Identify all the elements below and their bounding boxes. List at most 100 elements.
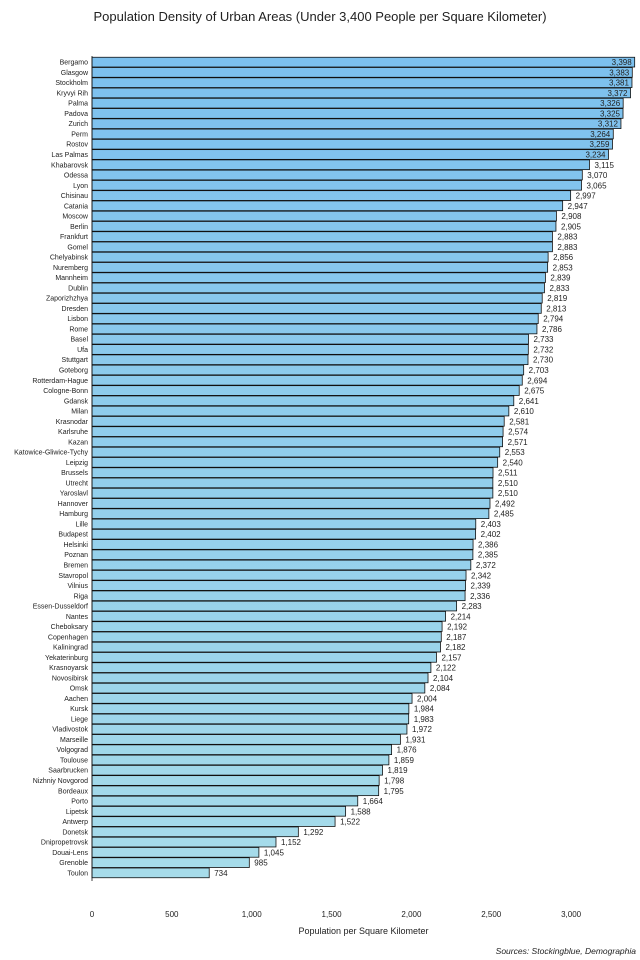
value-label-padova: 3,325 <box>600 109 621 118</box>
category-label-moscow: Moscow <box>62 214 89 221</box>
x-tick-label-1000: 1,000 <box>242 910 263 919</box>
value-label-vilnius: 2,339 <box>471 582 492 591</box>
x-axis-label: Population per Square Kilometer <box>298 926 429 936</box>
bar-bordeaux <box>91 785 380 797</box>
value-label-milan: 2,610 <box>514 407 535 416</box>
value-label-nuremberg: 2,853 <box>553 263 574 272</box>
bar-bremen <box>91 559 472 571</box>
category-label-budapest: Budapest <box>58 532 88 539</box>
bar-khabarovsk <box>91 159 590 171</box>
bar-krasnodar <box>91 416 505 427</box>
bar-stuttgart <box>91 354 529 366</box>
bar-rome <box>91 323 538 335</box>
bar-gomel <box>91 241 553 253</box>
category-label-grenoble: Grenoble <box>59 860 88 867</box>
bar-ufa <box>91 344 529 355</box>
category-label-helsinki: Helsinki <box>63 542 88 549</box>
category-label-zurich: Zurich <box>69 121 89 128</box>
category-label-yaroslavl: Yaroslavl <box>60 491 89 498</box>
category-label-khabarovsk: Khabarovsk <box>51 162 88 169</box>
category-label-saarbrucken: Saarbrucken <box>48 768 88 775</box>
bar-toulouse <box>91 754 390 766</box>
bar-las-palmas <box>91 149 609 160</box>
value-label-cologne-bonn: 2,675 <box>524 387 545 396</box>
category-label-riga: Riga <box>74 593 89 600</box>
category-label-basel: Basel <box>70 337 88 344</box>
bar-rostov <box>91 138 613 150</box>
bar-saarbrucken <box>91 764 383 776</box>
bar-grenoble <box>91 857 250 868</box>
bar-kazan <box>91 436 504 448</box>
category-label-krasnodar: Krasnodar <box>56 419 89 426</box>
category-label-rotterdam-hague: Rotterdam-Hague <box>32 378 88 385</box>
bar-krasnoyarsk <box>91 662 432 673</box>
value-label-chisinau: 2,997 <box>576 192 597 201</box>
x-tick-label-500: 500 <box>165 910 179 919</box>
bar-berlin <box>91 221 557 232</box>
bar-odessa <box>91 169 583 181</box>
category-label-kaliningrad: Kaliningrad <box>53 645 88 652</box>
value-label-odessa: 3,070 <box>587 171 608 180</box>
category-label-goteborg: Goteborg <box>59 368 88 375</box>
bars-layer <box>91 56 636 879</box>
value-label-rostov: 3,259 <box>589 140 610 149</box>
category-label-omsk: Omsk <box>70 686 89 693</box>
category-label-donetsk: Donetsk <box>62 829 88 836</box>
bar-lille <box>91 518 477 530</box>
bar-padova <box>91 108 624 119</box>
category-label-antwerp: Antwerp <box>62 819 88 826</box>
bar-gdansk <box>91 395 515 407</box>
value-label-lyon: 3,065 <box>587 181 608 190</box>
value-label-cheboksary: 2,192 <box>447 623 468 632</box>
value-label-perm: 3,264 <box>590 130 611 139</box>
category-label-kazan: Kazan <box>68 439 88 446</box>
bar-yekaterinburg <box>91 652 437 663</box>
value-label-krasnodar: 2,581 <box>509 417 530 426</box>
bar-cheboksary <box>91 621 443 632</box>
value-label-stavropol: 2,342 <box>471 571 492 580</box>
category-label-gomel: Gomel <box>67 244 88 251</box>
category-label-aachen: Aachen <box>64 696 88 703</box>
category-label-toulouse: Toulouse <box>60 757 88 764</box>
value-label-glasgow: 3,383 <box>609 68 630 77</box>
bar-basel <box>91 333 529 345</box>
category-label-odessa: Odessa <box>64 173 88 180</box>
category-label-lisbon: Lisbon <box>67 316 88 323</box>
category-label-douai-lens: Douai-Lens <box>52 850 88 857</box>
x-tick-label-2500: 2,500 <box>481 910 502 919</box>
bar-essen-dusseldorf <box>91 600 458 612</box>
category-label-nizhniy-novgorod: Nizhniy Novgorod <box>33 778 88 785</box>
value-label-budapest: 2,402 <box>481 530 502 539</box>
bar-stavropol <box>91 569 467 581</box>
bar-helsinki <box>91 539 474 550</box>
bar-nizhniy-novgorod <box>91 775 380 786</box>
category-label-dresden: Dresden <box>62 306 89 313</box>
value-label-krasnoyarsk: 2,122 <box>436 664 457 673</box>
value-label-goteborg: 2,703 <box>529 366 550 375</box>
category-label-catania: Catania <box>64 203 88 210</box>
labels-layer: Bergamo 3,398 Glasgow 3,383 Stockholm 3,381 Kr… <box>14 58 632 878</box>
value-label-leipzig: 2,540 <box>503 458 524 467</box>
value-label-zurich: 3,312 <box>598 120 619 129</box>
category-label-bordeaux: Bordeaux <box>58 788 88 795</box>
bar-vilnius <box>91 580 466 591</box>
bar-stockholm <box>91 77 633 88</box>
category-label-chisinau: Chisinau <box>61 193 88 200</box>
bar-omsk <box>91 682 426 694</box>
category-label-stuttgart: Stuttgart <box>62 357 89 364</box>
bar-marseille <box>91 734 401 745</box>
value-label-berlin: 2,905 <box>561 222 582 231</box>
category-label-utrecht: Utrecht <box>65 480 88 487</box>
category-label-mannheim: Mannheim <box>55 275 88 282</box>
source-note: Sources: Stockingblue, Demographia <box>495 946 636 956</box>
chart-title: Population Density of Urban Areas (Under… <box>93 9 547 24</box>
value-label-bremen: 2,372 <box>476 561 497 570</box>
value-label-hannover: 2,492 <box>495 499 516 508</box>
bar-hannover <box>91 498 491 509</box>
bar-bergamo <box>91 56 636 68</box>
value-label-katowice-gliwice-tychy: 2,553 <box>505 448 526 457</box>
category-label-krasnoyarsk: Krasnoyarsk <box>49 665 88 672</box>
bar-katowice-gliwice-tychy <box>91 446 501 458</box>
value-label-copenhagen: 2,187 <box>446 633 467 642</box>
value-label-nizhniy-novgorod: 1,798 <box>384 777 405 786</box>
